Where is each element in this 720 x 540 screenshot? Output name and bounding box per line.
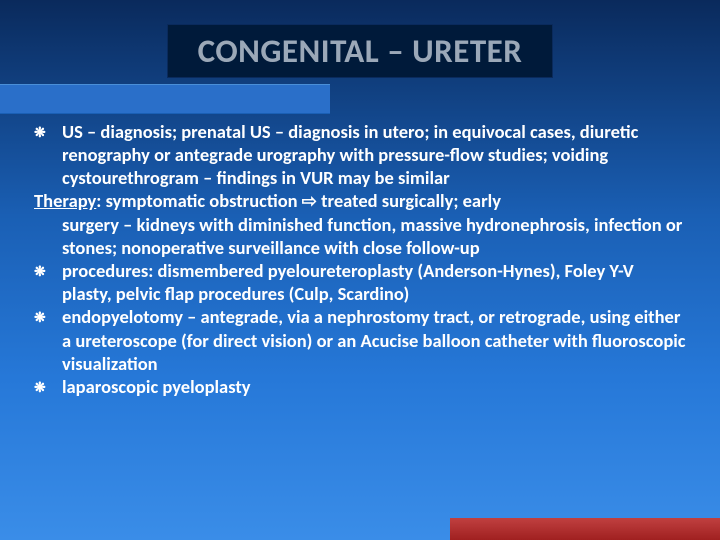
therapy-line: Therapy: symptomatic obstruction ⇨ treat…: [34, 189, 686, 213]
therapy-text-1: : symptomatic obstruction: [96, 189, 302, 212]
item-text: endopyelotomy – antegrade, via a nephros…: [62, 305, 686, 374]
list-item: ❋ US – diagnosis; prenatal US – diagnosi…: [34, 120, 686, 189]
therapy-label: Therapy: [34, 189, 96, 212]
therapy-text-2: treated surgically; early: [317, 189, 501, 212]
page-title: CONGENITAL – URETER: [198, 31, 523, 71]
bullet-icon: ❋: [34, 309, 46, 327]
content-area: ❋ US – diagnosis; prenatal US – diagnosi…: [0, 78, 720, 398]
list-item: ❋ endopyelotomy – antegrade, via a nephr…: [34, 305, 686, 374]
title-wrap: CONGENITAL – URETER: [0, 0, 720, 78]
title-box: CONGENITAL – URETER: [167, 24, 554, 78]
therapy-continue: surgery – kidneys with diminished functi…: [34, 213, 686, 259]
list-item: ❋ laparoscopic pyeloplasty: [34, 375, 686, 398]
arrow-icon: ⇨: [302, 190, 317, 213]
item-text: laparoscopic pyeloplasty: [62, 375, 251, 398]
item-text: US – diagnosis; prenatal US – diagnosis …: [62, 120, 638, 189]
list-item: ❋ procedures: dismembered pyeloureteropl…: [34, 259, 686, 305]
therapy-continue-text: surgery – kidneys with diminished functi…: [62, 213, 682, 259]
red-accent-bar: [450, 518, 720, 540]
bullet-icon: ❋: [34, 124, 46, 142]
item-text: procedures: dismembered pyeloureteroplas…: [62, 259, 634, 305]
blue-accent-bar: [0, 84, 330, 114]
bullet-icon: ❋: [34, 263, 46, 281]
bullet-icon: ❋: [34, 379, 46, 397]
